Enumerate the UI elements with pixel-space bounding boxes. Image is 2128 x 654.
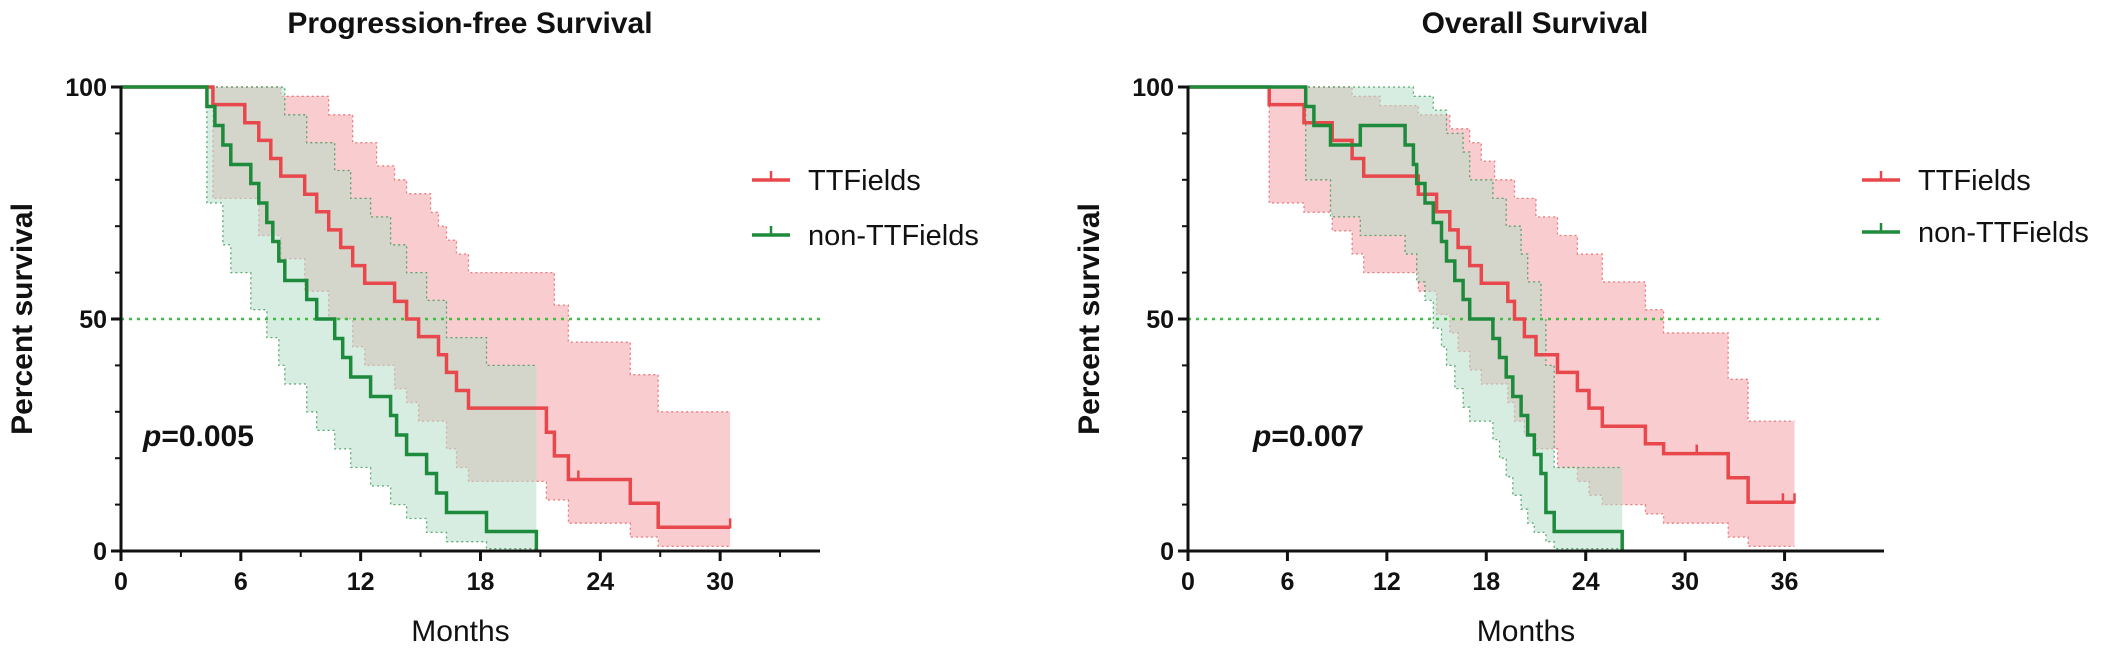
p-value-symbol: p xyxy=(1252,420,1271,453)
y-axis-label: Percent survival xyxy=(1073,203,1106,435)
x-tick-label: 0 xyxy=(114,568,128,596)
ci-lower-ttfields xyxy=(121,86,731,548)
x-tick-label: 30 xyxy=(706,568,734,596)
os-panel: Overall Survival Percent survival Months 0 5… xyxy=(1073,7,2089,648)
x-tick-label: 24 xyxy=(586,568,614,596)
x-tick-label: 18 xyxy=(467,568,495,596)
ci-upper-non-ttfields xyxy=(121,86,537,367)
x-tick-label: 24 xyxy=(1572,568,1600,596)
y-tick-label: 0 xyxy=(1160,538,1174,566)
x-tick-label: 12 xyxy=(347,568,375,596)
legend-label-ttfields: TTFields xyxy=(1918,165,2031,197)
ci-lower-non-ttfields xyxy=(1188,86,1623,551)
x-tick-label: 0 xyxy=(1181,568,1195,596)
survival-curve-non-ttfields xyxy=(1188,85,1624,551)
confidence-band-non-ttfields xyxy=(1188,87,1623,551)
p-value-symbol: p xyxy=(142,420,161,453)
ci-upper-non-ttfields xyxy=(1188,86,1623,469)
survival-curve-non-ttfields xyxy=(121,85,539,551)
x-tick-label: 6 xyxy=(1280,568,1294,596)
survival-curve-ttfields xyxy=(1188,85,1795,505)
x-tick-label: 36 xyxy=(1771,568,1799,596)
y-tick-label: 50 xyxy=(79,306,107,334)
x-axis-label: Months xyxy=(411,615,509,648)
p-value-annotation: p=0.005 xyxy=(142,420,254,453)
legend-label-ttfields: TTFields xyxy=(808,165,921,197)
x-tick-label: 18 xyxy=(1472,568,1500,596)
x-tick-label: 6 xyxy=(234,568,248,596)
y-tick-label: 100 xyxy=(65,74,107,102)
chart-title: Overall Survival xyxy=(1422,7,1649,40)
chart-title: Progression-free Survival xyxy=(287,7,652,40)
survival-curve-ttfields xyxy=(121,85,731,530)
y-tick-label: 50 xyxy=(1146,306,1174,334)
p-value-text: =0.005 xyxy=(161,420,254,453)
x-tick-label: 12 xyxy=(1373,568,1401,596)
ci-lower-non-ttfields xyxy=(121,86,538,551)
pfs-panel: Progression-free Survival Percent surviva… xyxy=(6,7,979,648)
y-tick-label: 0 xyxy=(93,538,107,566)
x-tick-label: 30 xyxy=(1671,568,1699,596)
p-value-text: =0.007 xyxy=(1271,420,1364,453)
legend-label-non-ttfields: non-TTFields xyxy=(808,220,979,252)
x-axis-label: Months xyxy=(1477,615,1575,648)
legend-label-non-ttfields: non-TTFields xyxy=(1918,217,2089,249)
p-value-annotation: p=0.007 xyxy=(1252,420,1364,453)
y-axis-label: Percent survival xyxy=(6,203,39,435)
y-tick-label: 100 xyxy=(1132,74,1174,102)
